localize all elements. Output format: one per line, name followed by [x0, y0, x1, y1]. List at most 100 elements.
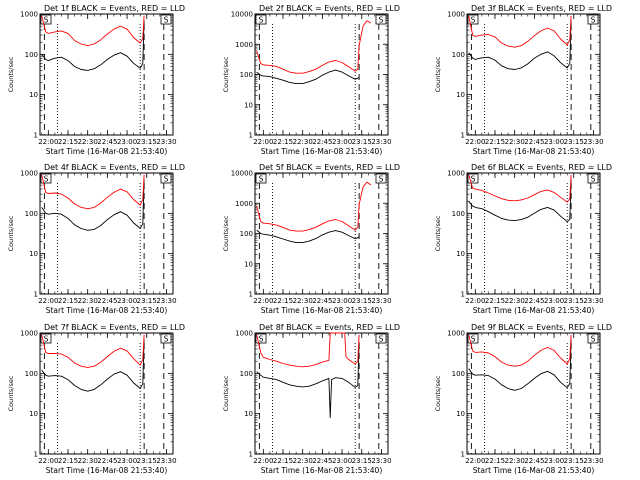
x-tick-label: 22:15 [273, 138, 293, 146]
series-line-events [256, 341, 360, 419]
plot-panel-7: Det 7f BLACK = Events, RED = LLD Counts/s… [7, 323, 185, 475]
x-tick-label: 23:00 [117, 138, 137, 146]
x-axis-label: Start Time (16-Mar-08 21:53:40) [473, 147, 595, 156]
x-tick-label: 23:00 [544, 138, 564, 146]
x-tick-label: 22:45 [312, 457, 332, 465]
plot-frame [466, 172, 601, 295]
plot-title: Det 4f BLACK = Events, RED = LLD [44, 163, 185, 172]
x-axis-label: Start Time (16-Mar-08 21:53:40) [46, 147, 168, 156]
y-tick-label: 100 [25, 210, 38, 218]
x-tick-label: 22:30 [505, 457, 525, 465]
series-line-lld [468, 334, 572, 367]
y-tick-label: 10 [244, 101, 253, 109]
series-line-events [468, 339, 572, 391]
series-line-lld [41, 15, 145, 47]
y-axis-label: Counts/sec [434, 375, 442, 411]
x-tick-label: 23:30 [371, 457, 391, 465]
x-tick-label: 23:30 [583, 457, 603, 465]
segment-box [40, 333, 52, 344]
segment-box [375, 173, 387, 184]
x-tick-label: 22:00 [38, 138, 58, 146]
plot-panel-2: Det 2f BLACK = Events, RED = LLD Counts/s… [222, 4, 400, 156]
x-tick-label: 23:15 [137, 138, 157, 146]
plot-frame [254, 332, 389, 455]
y-axis-label: Counts/sec [7, 56, 15, 92]
x-tick-label: 22:30 [78, 138, 98, 146]
y-tick-label: 1000 [235, 200, 253, 208]
series-line-events [41, 179, 145, 231]
plot-title: Det 7f BLACK = Events, RED = LLD [44, 323, 185, 332]
series-line-lld [468, 174, 572, 203]
y-tick-label: 1000 [20, 330, 38, 338]
x-tick-label: 22:30 [78, 457, 98, 465]
x-tick-label: 23:00 [332, 138, 352, 146]
x-tick-label: 23:00 [544, 457, 564, 465]
y-tick-label: 10 [456, 91, 465, 99]
x-tick-label: 23:15 [564, 457, 584, 465]
segment-box [255, 333, 267, 344]
x-tick-label: 22:15 [58, 457, 78, 465]
series-line-lld [41, 334, 145, 368]
x-tick-label: 23:30 [156, 138, 176, 146]
x-tick-label: 22:15 [485, 457, 505, 465]
x-axis-label: Start Time (16-Mar-08 21:53:40) [46, 306, 168, 315]
x-tick-label: 22:15 [485, 297, 505, 305]
x-tick-label: 23:15 [352, 138, 372, 146]
segment-box-label: S [591, 16, 596, 25]
x-tick-label: 22:30 [78, 297, 98, 305]
segment-box-label: S [164, 16, 169, 25]
plot-panel-1: Det 1f BLACK = Events, RED = LLD Counts/s… [7, 4, 185, 156]
segment-box [467, 14, 479, 25]
segment-box [160, 173, 172, 184]
y-tick-label: 1 [461, 132, 465, 140]
y-axis-label: Counts/sec [222, 375, 230, 411]
y-tick-label: 1000 [20, 11, 38, 19]
plot-title: Det 8f BLACK = Events, RED = LLD [259, 323, 400, 332]
segment-box [255, 173, 267, 184]
plot-title: Det 9f BLACK = Events, RED = LLD [471, 323, 612, 332]
y-tick-label: 1 [34, 291, 38, 299]
segment-box [255, 14, 267, 25]
x-tick-label: 23:15 [564, 297, 584, 305]
series-line-lld [468, 15, 572, 48]
x-tick-label: 23:30 [583, 138, 603, 146]
plot-frame [39, 13, 174, 136]
y-tick-label: 1 [34, 451, 38, 459]
y-tick-label: 100 [25, 51, 38, 59]
x-tick-label: 22:15 [273, 457, 293, 465]
x-tick-label: 23:30 [156, 457, 176, 465]
segment-box-label: S [591, 175, 596, 184]
y-tick-label: 1 [461, 291, 465, 299]
x-tick-label: 22:45 [312, 138, 332, 146]
x-tick-label: 23:00 [117, 297, 137, 305]
segment-box-label: S [379, 175, 384, 184]
plot-panel-5: Det 5f BLACK = Events, RED = LLD Counts/s… [222, 163, 400, 315]
plot-title: Det 1f BLACK = Events, RED = LLD [44, 4, 185, 13]
y-tick-label: 100 [25, 370, 38, 378]
segment-box-label: S [259, 16, 264, 25]
x-tick-label: 22:30 [293, 457, 313, 465]
x-tick-label: 23:15 [352, 297, 372, 305]
plot-frame [39, 332, 174, 455]
y-tick-label: 100 [452, 210, 465, 218]
x-axis-label: Start Time (16-Mar-08 21:53:40) [261, 466, 383, 475]
x-axis-label: Start Time (16-Mar-08 21:53:40) [473, 466, 595, 475]
x-tick-label: 23:30 [371, 297, 391, 305]
y-tick-label: 10 [29, 410, 38, 418]
plot-frame [254, 13, 389, 136]
series-line-lld [256, 181, 372, 232]
y-tick-label: 10 [456, 250, 465, 258]
series-line-events [468, 20, 572, 70]
segment-box-label: S [164, 335, 169, 344]
segment-box-label: S [379, 335, 384, 344]
y-tick-label: 1 [249, 132, 253, 140]
y-axis-label: Counts/sec [7, 215, 15, 251]
y-tick-label: 100 [452, 51, 465, 59]
x-tick-label: 23:15 [564, 138, 584, 146]
x-tick-label: 22:30 [505, 138, 525, 146]
segment-box [587, 173, 599, 184]
x-tick-label: 22:45 [524, 297, 544, 305]
segment-box [467, 173, 479, 184]
x-tick-label: 22:00 [465, 457, 485, 465]
